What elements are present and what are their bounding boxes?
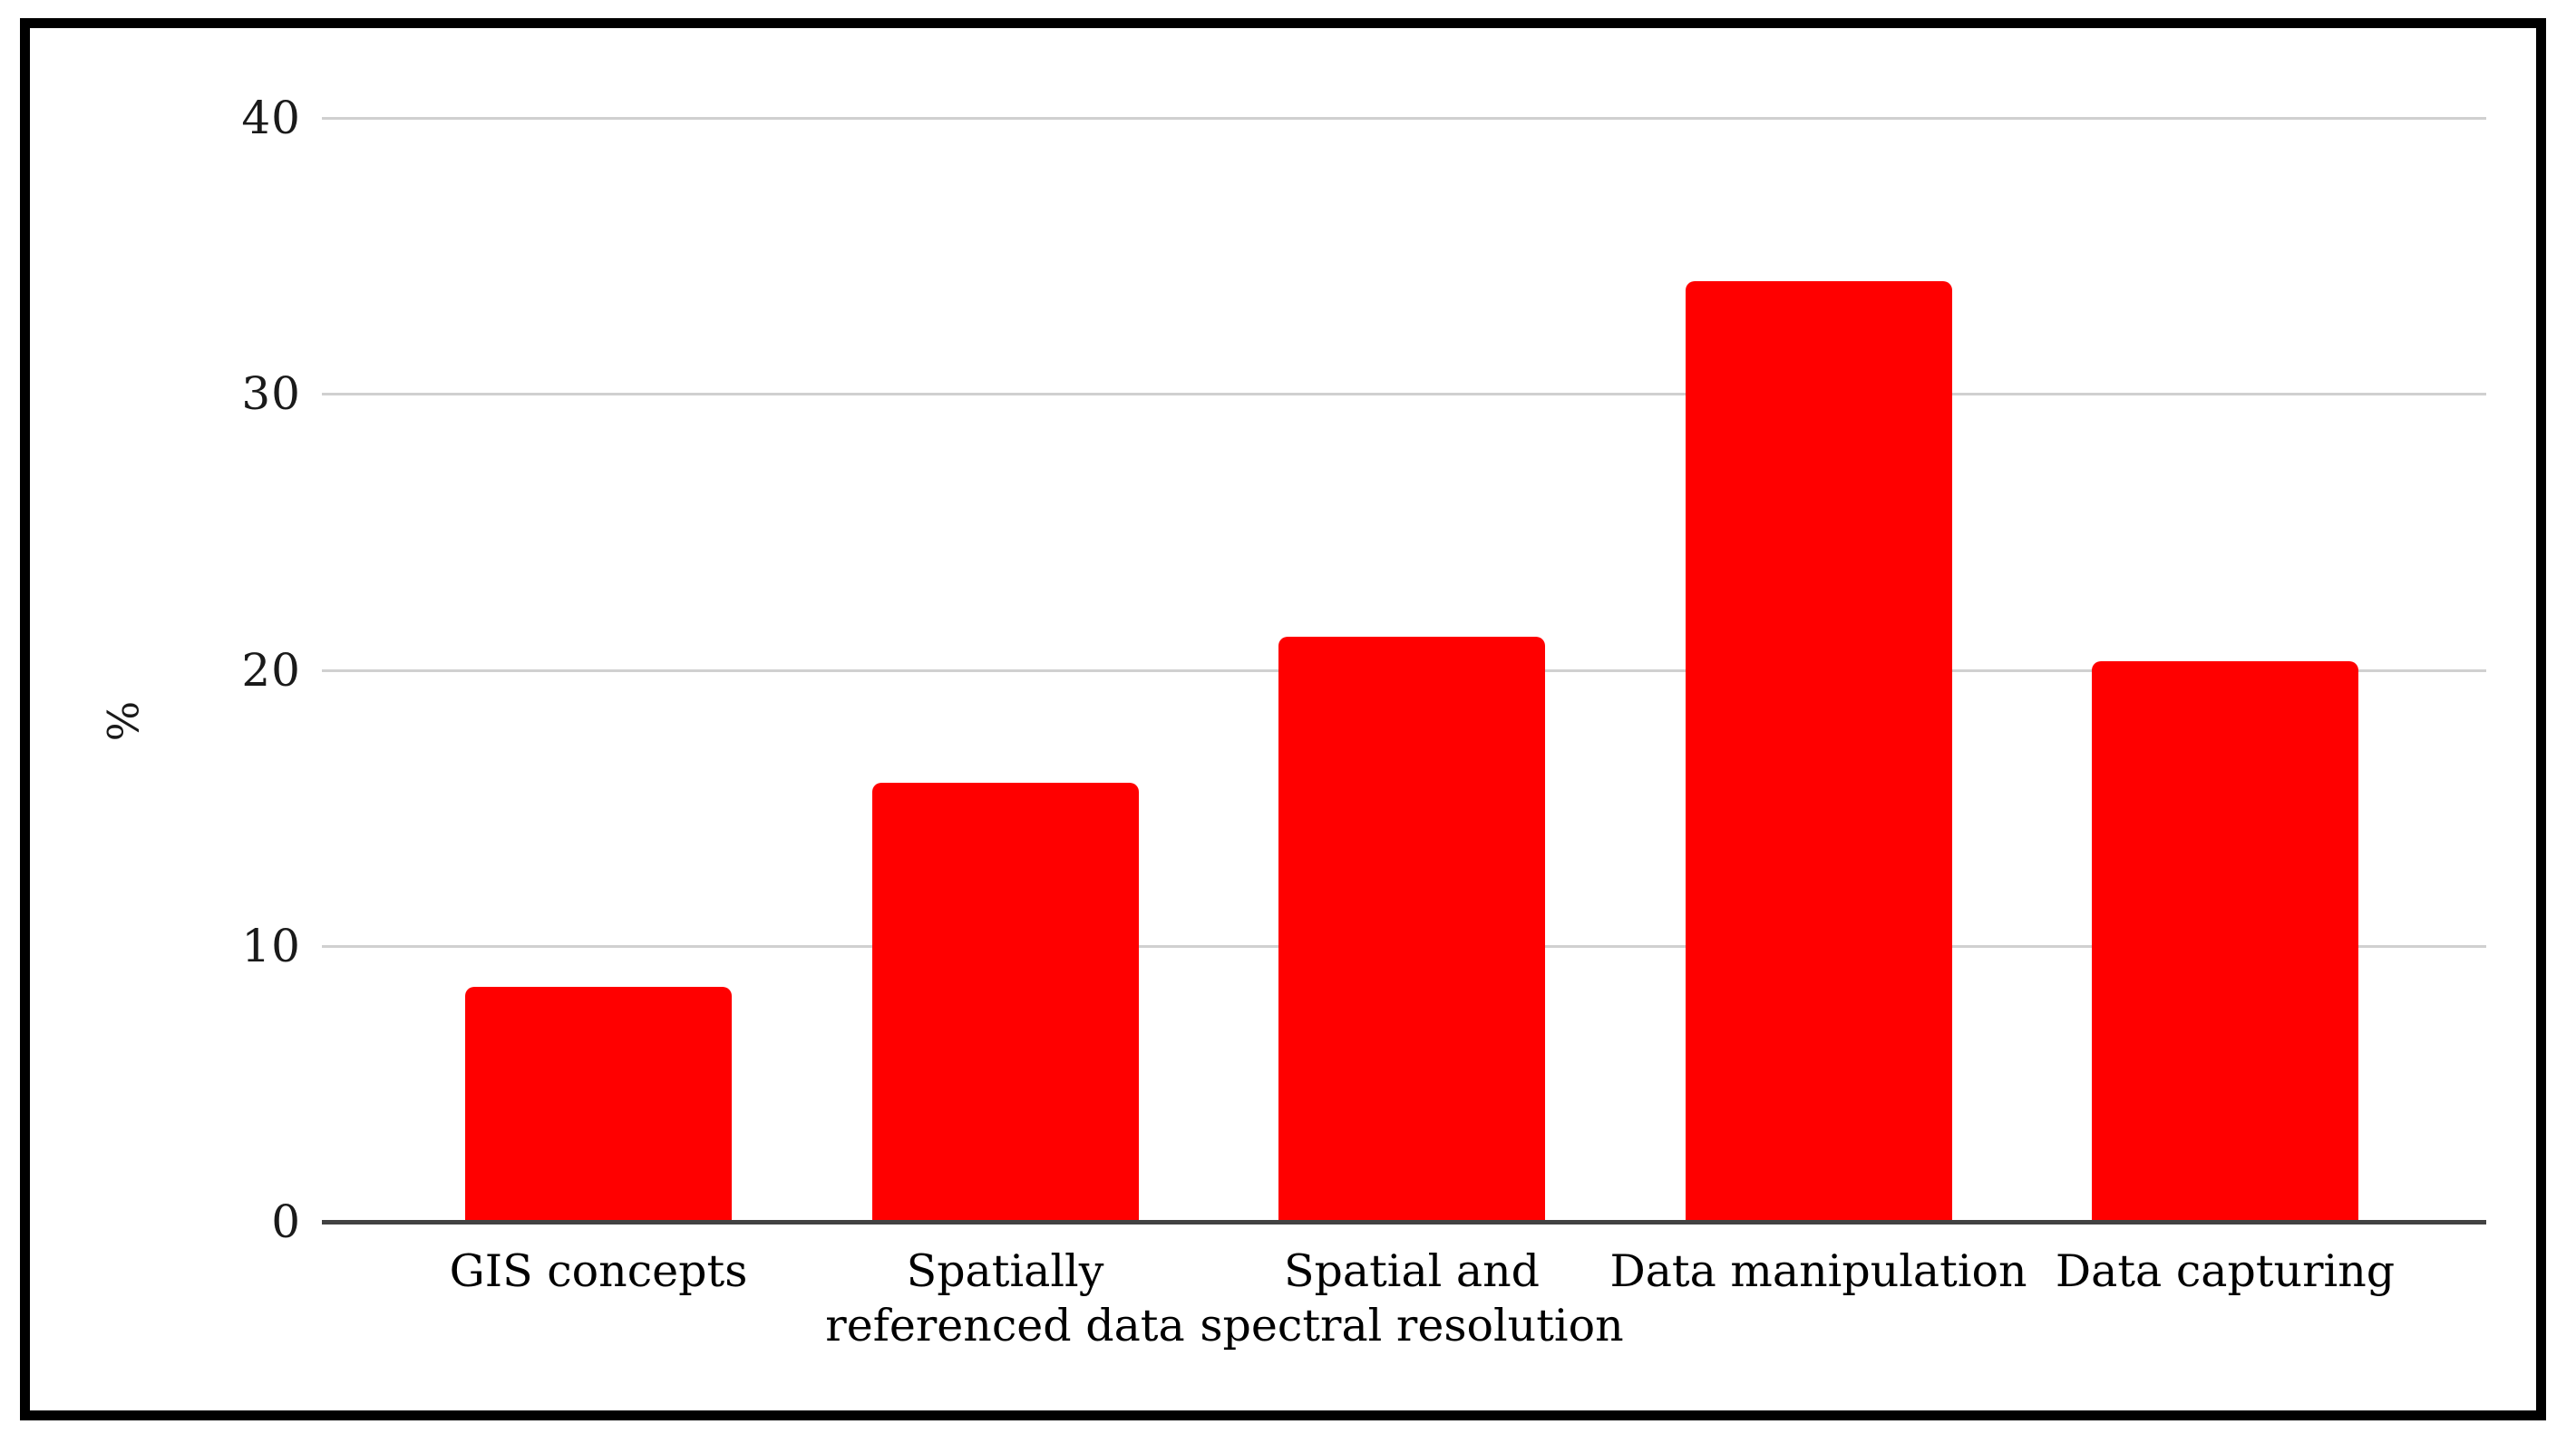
- x-category-label-gis-concepts: GIS concepts: [449, 1245, 748, 1297]
- bar-data-manipulation: [1685, 280, 1952, 1222]
- bar-spatially-referenced-data: [871, 783, 1139, 1222]
- y-axis-title: %: [99, 700, 150, 742]
- x-axis-baseline: [322, 1220, 2486, 1224]
- gridline-40: [322, 117, 2486, 120]
- y-tick-label-30: 30: [241, 367, 301, 421]
- bar-gis-concepts: [465, 987, 732, 1222]
- x-category-label-data-manipulation: Data manipulation: [1609, 1245, 2027, 1297]
- y-tick-label-40: 40: [241, 92, 301, 144]
- gridline-30: [322, 393, 2486, 396]
- x-category-label-data-capturing: Data capturing: [2055, 1245, 2396, 1297]
- plot-area: [322, 0, 2486, 1444]
- bar-data-capturing: [2092, 661, 2358, 1222]
- y-tick-label-10: 10: [241, 919, 301, 972]
- y-tick-label-0: 0: [271, 1195, 301, 1248]
- x-category-label-spatial-and-spectral-resolution: Spatial and spectral resolution: [1200, 1245, 1624, 1351]
- bar-spatial-and-spectral-resolution: [1278, 636, 1545, 1222]
- x-category-label-spatially-referenced-data: Spatially referenced data: [825, 1245, 1185, 1351]
- y-tick-label-20: 20: [241, 643, 301, 697]
